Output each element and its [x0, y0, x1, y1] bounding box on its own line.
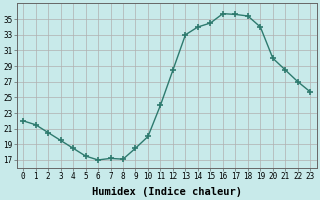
X-axis label: Humidex (Indice chaleur): Humidex (Indice chaleur) — [92, 186, 242, 197]
